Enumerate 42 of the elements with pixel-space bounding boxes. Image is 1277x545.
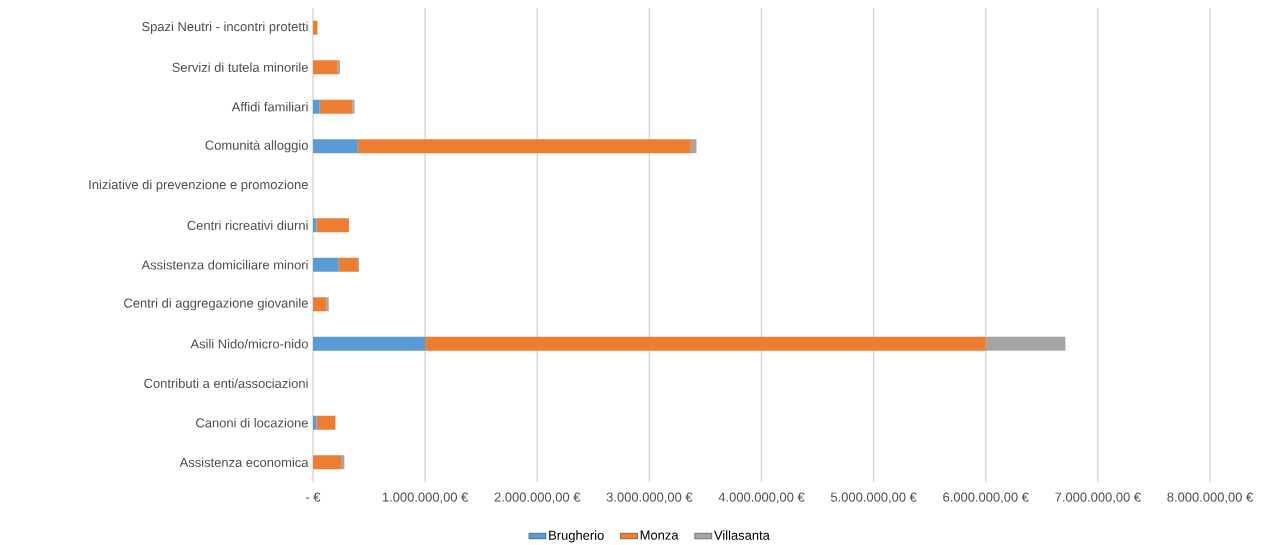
x-tick-label: 2.000.000,00 € (494, 492, 581, 504)
bar (316, 218, 349, 233)
x-tick-label: - € (306, 492, 321, 502)
bar (313, 257, 339, 272)
bar (319, 99, 353, 114)
legend-label: Monza (640, 530, 679, 540)
x-tick-label: 8.000.000,00 € (1167, 492, 1253, 504)
x-tick-label: 4.000.000,00 € (718, 492, 805, 504)
x-tick-label: 1.000.000,00 € (382, 492, 469, 504)
legend-label: Brugherio (549, 530, 604, 543)
bar (326, 297, 329, 312)
y-tick-label: Spazi Neutri - incontri protetti (142, 21, 308, 34)
legend-label: Villasanta (713, 530, 770, 540)
bar (313, 60, 338, 75)
y-tick-label: Affidi familiari (231, 101, 308, 112)
x-tick-label: 3.000.000,00 € (606, 492, 693, 504)
y-tick-label: Contributi a enti/associazioni (144, 378, 308, 388)
bar (338, 257, 358, 272)
bar (313, 455, 342, 470)
x-tick-label: 5.000.000,00 € (830, 492, 917, 504)
bar (316, 415, 336, 430)
bar (690, 139, 697, 154)
x-tick-label: 6.000.000,00 € (943, 492, 1029, 504)
y-tick-label: Servizi di tutela minorile (172, 62, 308, 72)
bar (313, 99, 320, 114)
y-tick-label: Asili Nido/micro-nido (190, 338, 308, 349)
bar (352, 99, 355, 114)
y-tick-label: Canoni di locazione (196, 417, 308, 428)
bar (425, 336, 986, 351)
bar (985, 336, 1066, 351)
x-tick-label: 7.000.000,00 € (1055, 492, 1141, 504)
bar (313, 336, 426, 351)
bar (357, 139, 691, 154)
bar (313, 139, 358, 154)
y-tick-label: Assistenza economica (179, 457, 309, 467)
bar (313, 297, 327, 312)
bar (337, 60, 340, 75)
y-tick-label: Comunità alloggio (205, 140, 308, 153)
y-tick-label: Assistenza domiciliare minori (141, 259, 308, 270)
y-tick-label: Centri ricreativi diurni (187, 220, 308, 230)
y-tick-label: Iniziative di prevenzione e promozione (89, 179, 308, 192)
y-tick-label: Centri di aggregazione giovanile (124, 298, 308, 311)
